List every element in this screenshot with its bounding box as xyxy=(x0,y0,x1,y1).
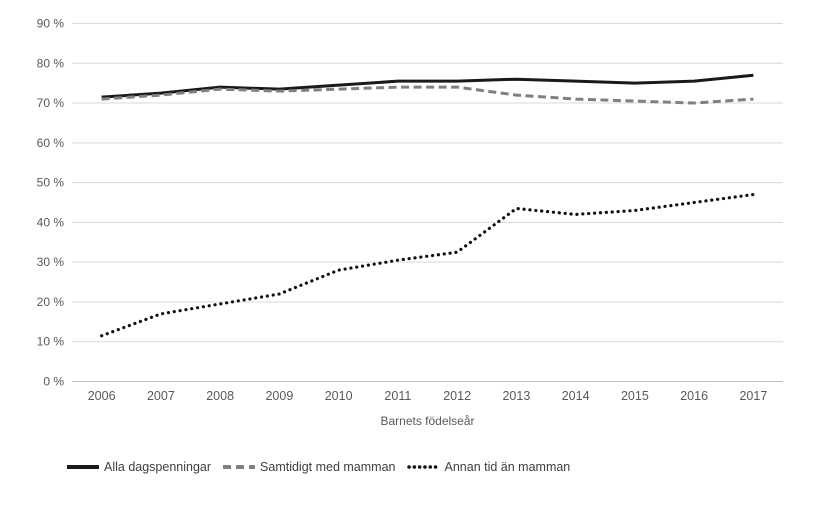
legend-label: Alla dagspenningar xyxy=(104,460,212,474)
x-tick-label: 2007 xyxy=(147,389,175,403)
legend-marker-solid-line-icon xyxy=(67,465,99,469)
x-tick-label: 2017 xyxy=(739,389,767,403)
legend-item-annan-tid-an-mamman: Annan tid än mamman xyxy=(406,460,571,474)
x-tick-label: 2013 xyxy=(502,389,530,403)
legend-marker-dotted-line-icon xyxy=(406,465,441,469)
gridlines xyxy=(72,23,783,382)
y-tick-label: 20 % xyxy=(37,295,65,309)
x-tick-label: 2012 xyxy=(443,389,471,403)
series-line-annan-tid-n-mamman xyxy=(100,192,755,338)
x-tick-label: 2015 xyxy=(621,389,649,403)
x-axis-tick-labels: 2006 2007 2008 2009 2010 2011 2012 2013 2014 2015… xyxy=(88,389,768,403)
legend-marker-dashed-line-icon xyxy=(223,465,256,469)
legend-label: Annan tid än mamman xyxy=(444,460,571,474)
x-tick-label: 2008 xyxy=(206,389,234,403)
chart-canvas: 0 % 10 % 20 % 30 % 40 % 50 % 60 % 70 % 80 % 90 % 2… xyxy=(37,17,783,403)
y-tick-label: 60 % xyxy=(37,136,65,150)
y-tick-label: 50 % xyxy=(37,176,65,190)
x-tick-label: 2006 xyxy=(88,389,116,403)
y-tick-label: 40 % xyxy=(37,215,65,229)
y-tick-label: 80 % xyxy=(37,56,65,70)
y-tick-label: 70 % xyxy=(37,96,65,110)
x-tick-label: 2011 xyxy=(384,389,411,403)
legend: Alla dagspenningar Samtidigt med mamman … xyxy=(66,460,832,474)
series-line-alla-dagspenningar xyxy=(101,73,754,99)
series-line-samtidigt-med-mamman xyxy=(101,85,754,105)
x-tick-label: 2014 xyxy=(562,389,590,403)
legend-label: Samtidigt med mamman xyxy=(260,460,396,474)
x-tick-label: 2009 xyxy=(265,389,293,403)
y-tick-label: 0 % xyxy=(43,375,64,389)
x-tick-label: 2016 xyxy=(680,389,708,403)
plot-area: 0 % 10 % 20 % 30 % 40 % 50 % 60 % 70 % 80 % 90 % 2… xyxy=(37,17,783,403)
y-tick-label: 90 % xyxy=(37,17,65,31)
y-tick-label: 10 % xyxy=(37,335,65,349)
legend-item-samtidigt-med-mamman: Samtidigt med mamman xyxy=(222,460,396,474)
x-tick-label: 2010 xyxy=(325,389,353,403)
legend-item-alla-dagspenningar: Alla dagspenningar xyxy=(66,460,211,474)
x-axis-title: Barnets födelseår xyxy=(380,414,475,428)
y-axis-tick-labels: 0 % 10 % 20 % 30 % 40 % 50 % 60 % 70 % 80 % 90 % xyxy=(37,17,65,389)
y-tick-label: 30 % xyxy=(37,255,65,269)
